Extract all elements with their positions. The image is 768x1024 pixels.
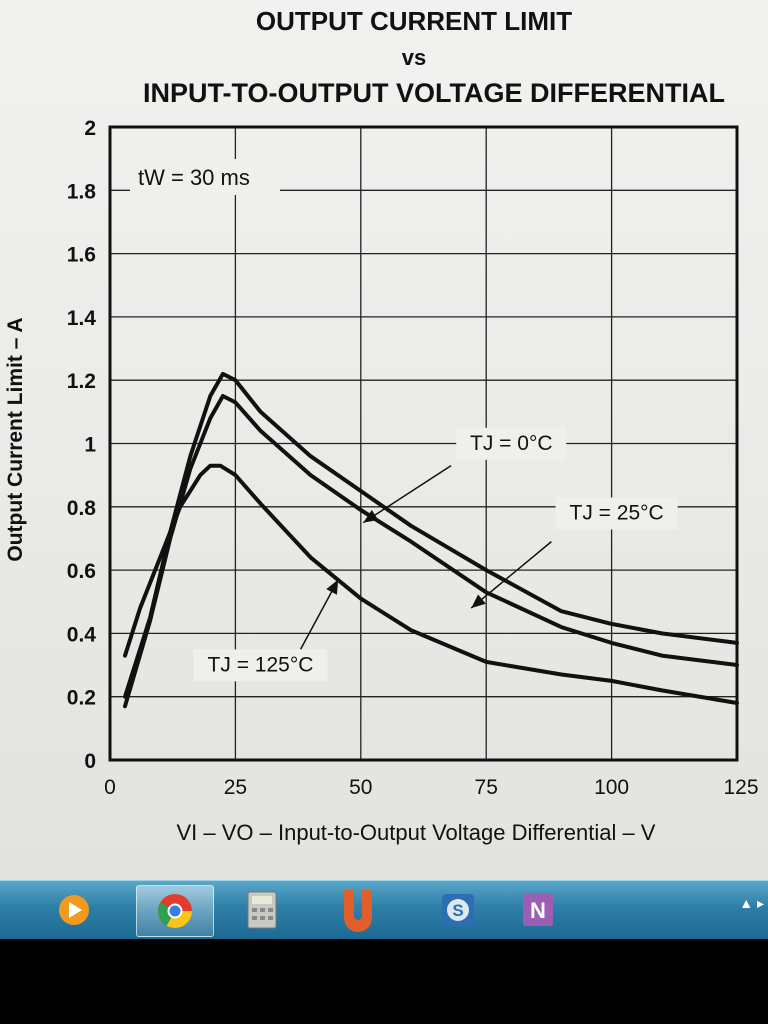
calculator-icon <box>247 891 277 929</box>
chart-title-line-1: OUTPUT CURRENT LIMIT <box>255 6 573 36</box>
curve-label-2: TJ = 25°C <box>570 501 664 524</box>
y-tick-label: 2 <box>84 117 96 140</box>
x-axis-label: VI – VO – Input-to-Output Voltage Differ… <box>177 820 656 845</box>
y-axis-label: Output Current Limit – A <box>4 317 27 561</box>
x-tick-label: 25 <box>224 776 247 799</box>
y-tick-label: 1.2 <box>67 370 96 393</box>
annotation-background <box>130 159 280 195</box>
y-tick-label: 0 <box>84 750 96 773</box>
series-line-3 <box>123 463 739 705</box>
onenote-letter: N <box>530 898 546 923</box>
x-tick-label: 75 <box>475 776 498 799</box>
taskbar-item-calculator[interactable] <box>224 885 300 935</box>
chrome-icon <box>158 894 192 928</box>
taskbar-item-onenote[interactable]: N <box>500 885 576 935</box>
leader-line-1 <box>362 465 452 524</box>
taskbar: S N ▲ ▸ <box>0 880 768 939</box>
chart-title-line-3: INPUT-TO-OUTPUT VOLTAGE DIFFERENTIAL <box>143 78 725 108</box>
y-tick-label: 1 <box>84 434 96 457</box>
taskbar-item-u-app[interactable] <box>320 885 396 935</box>
curve-labels: tW = 30 ms TJ = 0°C TJ = 25°C TJ = 125°C <box>130 159 678 682</box>
curve-label-background <box>456 427 567 460</box>
y-tick-label: 1.6 <box>67 244 96 267</box>
y-tick-label: 0.4 <box>67 623 97 646</box>
onenote-icon: N <box>523 894 553 926</box>
y-tick-label: 0.2 <box>67 687 96 710</box>
leader-arrowhead-2 <box>471 594 486 609</box>
pulse-width-annotation: tW = 30 ms <box>138 165 250 190</box>
leader-arrowhead-1 <box>363 510 379 523</box>
x-tick-label: 125 <box>723 776 758 799</box>
u-app-icon <box>344 890 372 932</box>
taskbar-item-snagit[interactable]: S <box>420 885 496 935</box>
curve-label-1: TJ = 0°C <box>470 432 553 455</box>
y-tick-label: 0.8 <box>67 497 97 520</box>
taskbar-item-media-player[interactable] <box>36 885 112 935</box>
tick-labels: 0 25 50 75 100 125 0 0.2 0.4 0.6 0.8 1 1.2 1.4 1.6 1.8 2 <box>67 117 759 799</box>
system-tray[interactable]: ▲ ▸ <box>739 895 764 911</box>
monitor-screen: OUTPUT CURRENT LIMIT vs INPUT-TO-OUTPUT … <box>0 0 768 880</box>
curve-label-background <box>193 649 328 682</box>
series-line-1 <box>123 371 739 699</box>
y-tick-label: 0.6 <box>67 560 96 583</box>
y-tick-label: 1.8 <box>67 180 97 203</box>
leader-line-2 <box>470 541 552 609</box>
chart-title-line-2: vs <box>401 45 427 70</box>
taskbar-item-chrome[interactable] <box>136 885 214 937</box>
y-tick-label: 1.4 <box>67 307 97 330</box>
x-tick-label: 50 <box>349 776 372 799</box>
curve-label-background <box>555 497 678 530</box>
x-tick-label: 0 <box>104 776 116 799</box>
svg-text:S: S <box>452 901 463 920</box>
x-tick-label: 100 <box>594 776 629 799</box>
leader-arrowhead-3 <box>326 579 339 595</box>
chart: 0 25 50 75 100 125 0 0.2 0.4 0.6 0.8 1 1.2 1.4 1.6 1.8 2… <box>4 117 759 845</box>
curve-label-3: TJ = 125°C <box>208 653 314 676</box>
series <box>123 371 739 709</box>
plot-area <box>108 125 739 762</box>
snagit-icon: S <box>442 894 474 926</box>
media-player-icon <box>59 895 89 925</box>
